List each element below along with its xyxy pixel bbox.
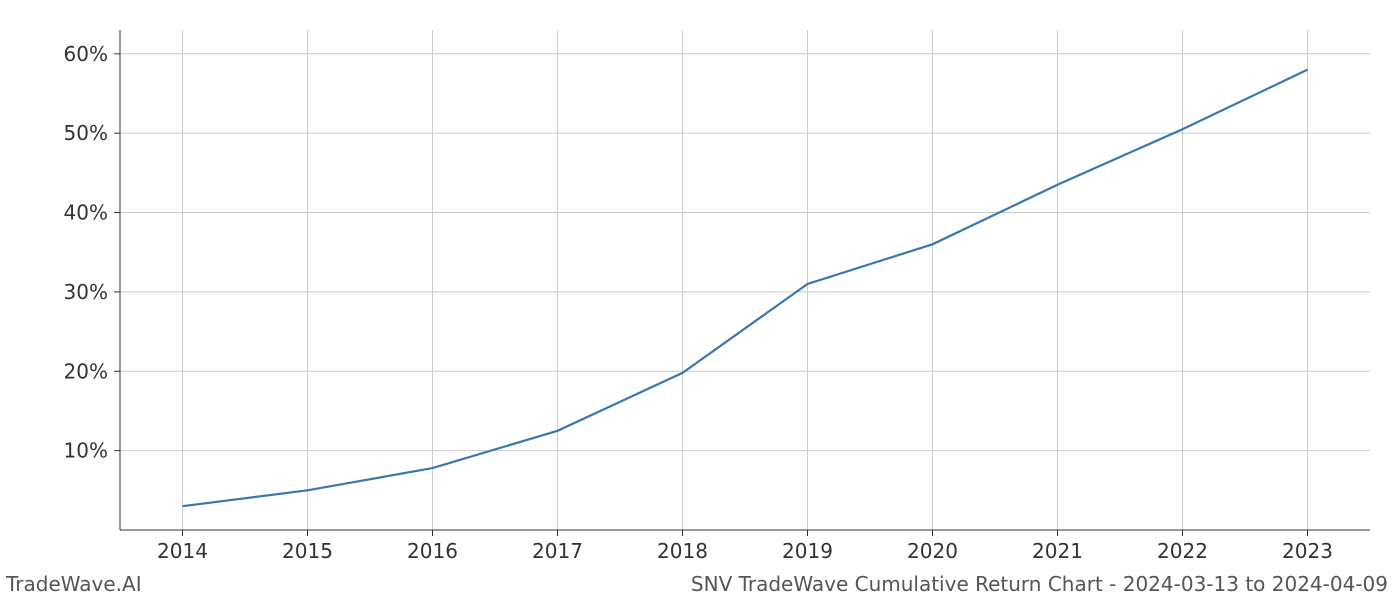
footer-right-text: SNV TradeWave Cumulative Return Chart - … [691,572,1388,596]
chart-container: 2014 2015 2016 2017 2018 2019 2020 2021 2022 2023… [0,0,1400,600]
x-tick-label: 2022 [1157,539,1208,563]
y-tick-label: 30% [64,280,108,304]
x-tick-label: 2015 [282,539,333,563]
y-tick-label: 40% [64,201,108,225]
y-tick-label: 10% [64,439,108,463]
footer-left-text: TradeWave.AI [6,572,142,596]
x-tick-label: 2021 [1032,539,1083,563]
x-tick-label: 2023 [1282,539,1333,563]
y-tick-label: 50% [64,121,108,145]
y-tick-label: 60% [64,42,108,66]
x-tick-label: 2016 [407,539,458,563]
x-tick-label: 2017 [532,539,583,563]
x-tick-label: 2018 [657,539,708,563]
line-chart: 2014 2015 2016 2017 2018 2019 2020 2021 2022 2023… [0,0,1400,600]
x-tick-label: 2019 [782,539,833,563]
x-tick-label: 2014 [157,539,208,563]
y-tick-label: 20% [64,359,108,383]
x-tick-label: 2020 [907,539,958,563]
